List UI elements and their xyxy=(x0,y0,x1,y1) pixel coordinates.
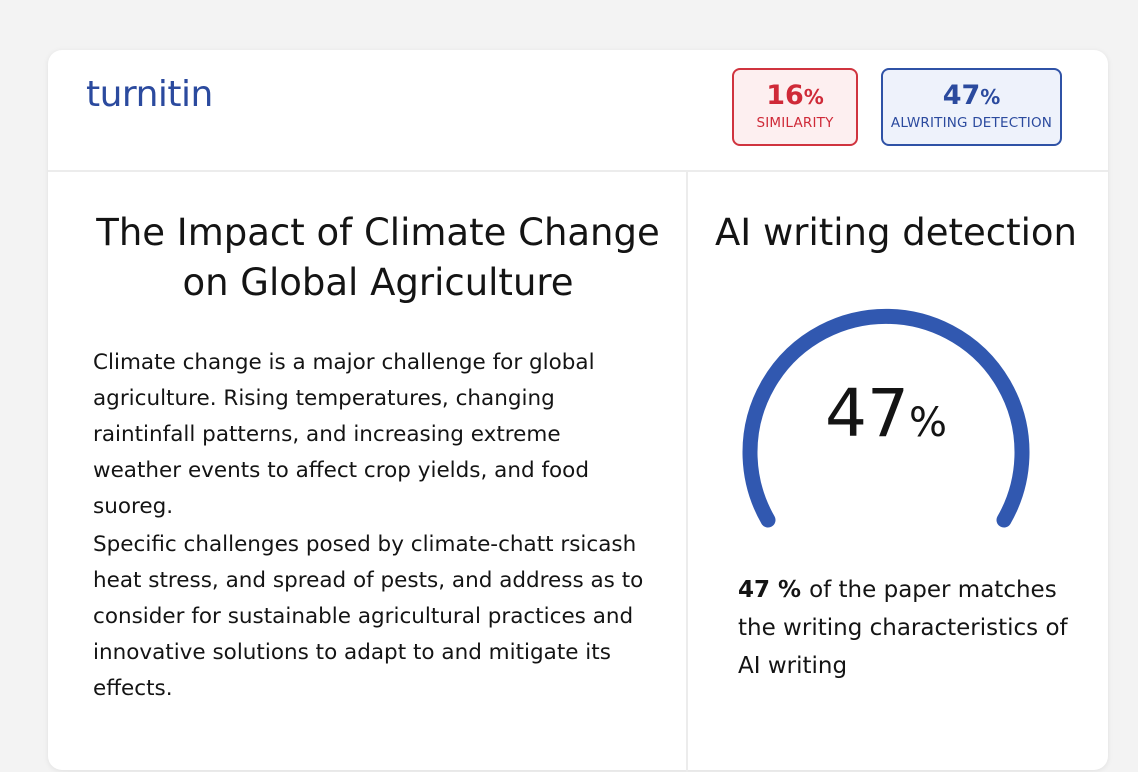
badge-value: 47 xyxy=(942,80,981,111)
similarity-badge[interactable]: 16% SIMILARITY xyxy=(732,68,858,146)
gauge-score: 47% xyxy=(738,375,1034,452)
badge-label: ALWRITING DETECTION xyxy=(890,115,1053,131)
gauge-arc xyxy=(742,308,1030,528)
summary-text: of the paper matches the writing charact… xyxy=(738,577,1068,679)
paragraph: Specific challenges posed by climate-cha… xyxy=(93,532,644,701)
divider xyxy=(686,172,688,772)
ai-badge[interactable]: 47% ALWRITING DETECTION xyxy=(881,68,1062,146)
gauge-unit: % xyxy=(908,400,947,446)
panel-title: AI writing detection xyxy=(715,211,1077,254)
header: turnitin 16% SIMILARITY 47% ALWRITING DE… xyxy=(48,50,1108,172)
badge-score: 16% xyxy=(734,80,856,111)
badge-unit: % xyxy=(803,85,824,109)
badge-label: SIMILARITY xyxy=(756,115,834,131)
badge-value: 16 xyxy=(766,80,804,111)
document-title: The Impact of Climate Change on Global A… xyxy=(96,211,660,304)
gauge-value: 47 xyxy=(825,375,909,452)
badge-unit: % xyxy=(980,85,1001,109)
paragraph: Climate change is a major challenge for … xyxy=(93,350,595,519)
summary: 47 % of the paper matches the writing cha… xyxy=(738,571,1068,685)
report-card: turnitin 16% SIMILARITY 47% ALWRITING DE… xyxy=(48,50,1108,772)
summary-value: 47 % xyxy=(738,577,802,603)
gauge xyxy=(742,308,1030,528)
logo: turnitin xyxy=(86,74,213,115)
badge-score: 47% xyxy=(883,80,1060,111)
